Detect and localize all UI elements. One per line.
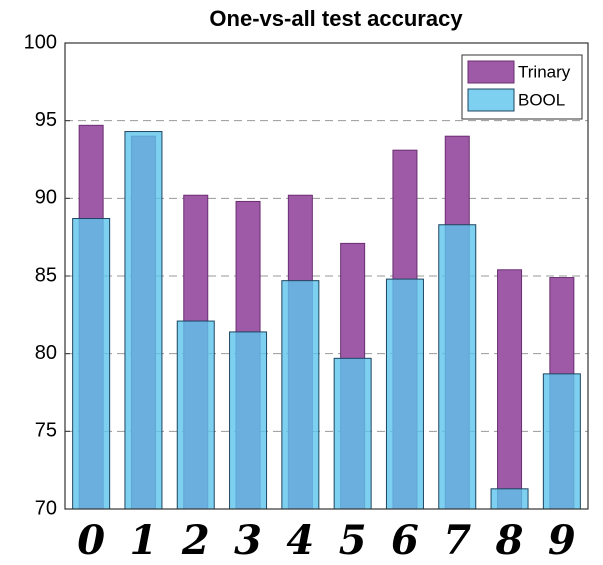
x-tick-label: 0 [77,517,105,564]
y-tick-label: 80 [35,342,57,364]
bar [73,219,110,509]
x-tick-label: 5 [339,517,367,564]
x-tick-label: 6 [391,517,419,564]
x-tick-label: 7 [443,517,471,564]
bar [386,279,423,509]
y-tick-label: 85 [35,264,57,286]
bar [334,358,371,509]
chart-title: One-vs-all test accuracy [209,6,463,31]
legend-label: Trinary [518,62,571,81]
y-tick-label: 70 [35,497,57,519]
x-tick-label: 3 [234,517,262,564]
bar [282,281,319,509]
x-tick-label: 9 [548,517,576,564]
bar [498,270,522,509]
y-tick-label: 100 [24,31,57,53]
bar [543,374,580,509]
legend-swatch [468,61,514,83]
y-tick-label: 75 [35,420,57,442]
x-tick-label: 8 [495,517,524,564]
y-tick-label: 90 [35,187,57,209]
y-tick-label: 95 [35,109,57,131]
x-tick-label: 1 [130,517,158,564]
bar [439,225,476,509]
bar [177,321,214,509]
legend-swatch [468,89,514,111]
bar [125,132,162,509]
chart: One-vs-all test accuracy 707580859095100… [0,0,603,565]
bar [491,489,528,509]
x-tick-label: 2 [181,517,210,564]
legend-label: BOOL [518,90,565,109]
bar [230,332,267,509]
x-tick-label: 4 [286,517,314,564]
